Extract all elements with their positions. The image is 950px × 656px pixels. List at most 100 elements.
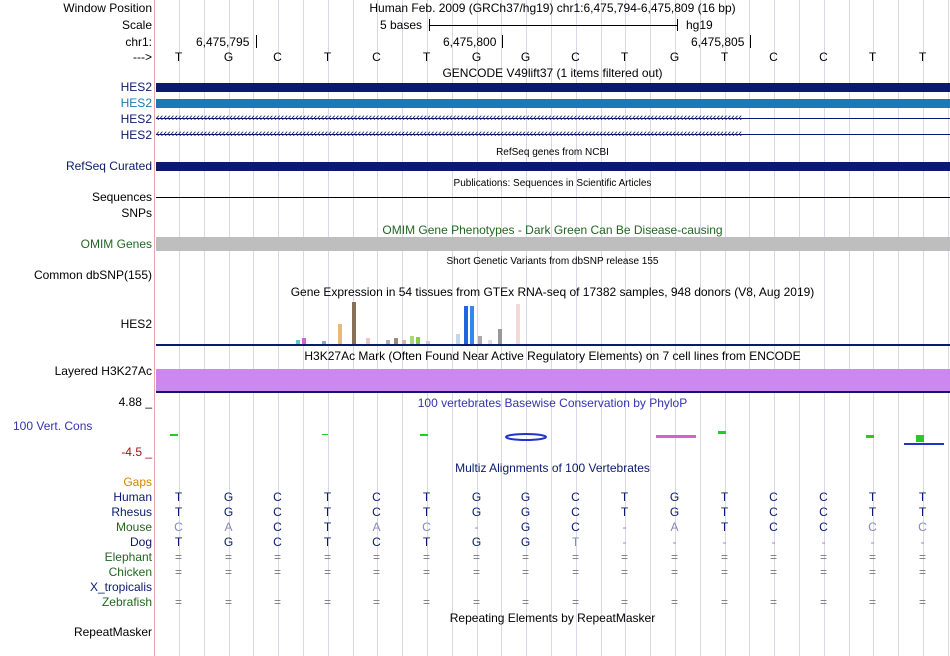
gencode-transcript-bar[interactable]: [156, 99, 950, 108]
grid-line: [898, 0, 899, 656]
gencode-item-label[interactable]: HES2: [120, 128, 152, 142]
gtex-baseline: [156, 344, 950, 346]
snps-label[interactable]: SNPs: [121, 206, 152, 220]
sequence-base: T: [323, 50, 332, 64]
multiz-track-title[interactable]: Multiz Alignments of 100 Vertebrates: [455, 461, 650, 475]
gtex-tissue-bar[interactable]: [426, 341, 430, 344]
aligned-base: C: [918, 520, 927, 534]
cons-label[interactable]: 100 Vert. Cons: [13, 419, 93, 433]
gencode-transcript-bar[interactable]: [156, 83, 950, 92]
species-label[interactable]: Chicken: [108, 565, 152, 579]
aligned-base: C: [769, 505, 778, 519]
phylop-signal[interactable]: [156, 426, 950, 448]
gtex-track-title[interactable]: Gene Expression in 54 tissues from GTEx …: [290, 285, 815, 299]
aligned-base: =: [769, 565, 777, 579]
aligned-base: T: [174, 505, 183, 519]
grid-line: [377, 0, 378, 656]
species-label[interactable]: Elephant: [104, 550, 152, 564]
gencode-intron-line[interactable]: [156, 118, 950, 119]
species-label[interactable]: X_tropicalis: [89, 580, 152, 594]
sequences-label[interactable]: Sequences: [91, 190, 152, 204]
gtex-tissue-bar[interactable]: [410, 336, 414, 344]
aligned-base: =: [372, 550, 380, 564]
aligned-base: =: [620, 595, 628, 609]
gtex-tissue-bar[interactable]: [296, 340, 300, 344]
aligned-base: T: [620, 505, 629, 519]
aligned-base: =: [422, 550, 430, 564]
repeat-label[interactable]: RepeatMasker: [73, 625, 152, 639]
aligned-base: T: [720, 505, 729, 519]
omim-phenotype-bar[interactable]: [156, 237, 950, 251]
h3k27-label[interactable]: Layered H3K27Ac: [54, 364, 152, 378]
h3k27-signal[interactable]: [156, 369, 950, 391]
gencode-track-title[interactable]: GENCODE V49lift37 (1 items filtered out): [442, 66, 663, 80]
gtex-expression-chart[interactable]: [156, 300, 556, 344]
sequence-base: C: [769, 50, 778, 64]
refseq-label[interactable]: RefSeq Curated: [65, 159, 152, 173]
h3k27-baseline: [156, 391, 950, 393]
gencode-intron-line[interactable]: [156, 134, 950, 135]
aligned-base: =: [521, 550, 529, 564]
aligned-base: T: [571, 535, 580, 549]
intron-arrows: ‹‹‹‹‹‹‹‹‹‹‹‹‹‹‹‹‹‹‹‹‹‹‹‹‹‹‹‹‹‹‹‹‹‹‹‹‹‹‹‹…: [156, 128, 743, 140]
aligned-base: T: [422, 490, 431, 504]
aligned-base: G: [520, 505, 531, 519]
gtex-tissue-bar[interactable]: [478, 336, 482, 344]
phylop-track-title[interactable]: 100 vertebrates Basewise Conservation by…: [417, 396, 688, 410]
gtex-tissue-bar[interactable]: [488, 340, 492, 344]
aligned-base: T: [174, 490, 183, 504]
position-tick-label: 6,475,805: [691, 35, 745, 49]
omim-track-title[interactable]: OMIM Gene Phenotypes - Dark Green Can Be…: [382, 223, 723, 237]
aligned-base: =: [174, 565, 182, 579]
aligned-base: =: [521, 595, 529, 609]
pubs-track-title[interactable]: Publications: Sequences in Scientific Ar…: [453, 178, 652, 189]
aligned-base: =: [521, 565, 529, 579]
aligned-base: G: [223, 505, 234, 519]
gtex-tissue-bar[interactable]: [394, 338, 398, 344]
aligned-base: =: [769, 550, 777, 564]
gencode-item-label[interactable]: HES2: [120, 96, 152, 110]
dbsnp-track-title[interactable]: Short Genetic Variants from dbSNP releas…: [446, 256, 659, 267]
aligned-base: =: [323, 550, 331, 564]
gtex-tissue-bar[interactable]: [366, 338, 370, 344]
species-label[interactable]: Dog: [129, 535, 152, 549]
aligned-base: -: [622, 535, 627, 549]
gtex-tissue-bar[interactable]: [456, 334, 460, 344]
aligned-base: C: [372, 490, 381, 504]
gtex-tissue-bar[interactable]: [302, 338, 306, 344]
dbsnp-label[interactable]: Common dbSNP(155): [33, 268, 152, 282]
species-label[interactable]: Zebrafish: [101, 595, 152, 609]
repeat-track-title[interactable]: Repeating Elements by RepeatMasker: [449, 611, 656, 625]
gtex-tissue-bar[interactable]: [322, 341, 326, 344]
gencode-item-label[interactable]: HES2: [120, 80, 152, 94]
aligned-base: -: [722, 535, 727, 549]
sequence-base: T: [174, 50, 183, 64]
gtex-tissue-bar[interactable]: [386, 340, 390, 344]
gencode-item-label[interactable]: HES2: [120, 112, 152, 126]
gtex-tissue-bar[interactable]: [352, 302, 356, 344]
aligned-base: =: [868, 550, 876, 564]
gtex-tissue-bar[interactable]: [470, 306, 474, 344]
refseq-gene-bar[interactable]: [156, 162, 950, 171]
gtex-tissue-bar[interactable]: [416, 337, 420, 344]
aligned-base: G: [520, 490, 531, 504]
gtex-tissue-bar[interactable]: [498, 329, 502, 344]
gtex-tissue-bar[interactable]: [338, 324, 342, 344]
omim-label[interactable]: OMIM Genes: [80, 237, 152, 251]
aligned-base: C: [372, 505, 381, 519]
gtex-tissue-bar[interactable]: [464, 306, 468, 344]
species-label[interactable]: Mouse: [115, 520, 152, 534]
gtex-tissue-bar[interactable]: [402, 340, 406, 344]
species-label[interactable]: Rhesus: [111, 505, 152, 519]
h3k27-track-title[interactable]: H3K27Ac Mark (Often Found Near Active Re…: [304, 349, 801, 363]
gtex-label[interactable]: HES2: [120, 317, 152, 331]
pubs-sequence-line[interactable]: [156, 197, 950, 198]
aligned-base: A: [670, 520, 679, 534]
aligned-base: =: [868, 565, 876, 579]
refseq-track-title[interactable]: RefSeq genes from NCBI: [496, 147, 609, 158]
gaps-label[interactable]: Gaps: [123, 475, 152, 489]
species-label[interactable]: Human: [113, 490, 152, 504]
grid-line: [427, 0, 428, 656]
gtex-tissue-bar[interactable]: [516, 304, 520, 344]
aligned-base: =: [273, 550, 281, 564]
